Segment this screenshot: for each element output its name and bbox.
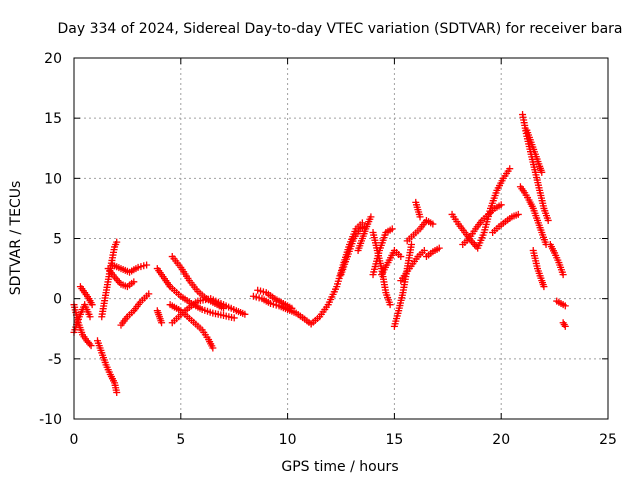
data-point [561, 322, 569, 330]
data-point [388, 225, 396, 233]
data-point [145, 290, 153, 298]
y-tick-label: 10 [44, 171, 62, 187]
data-point [397, 253, 405, 261]
data-point [407, 241, 415, 249]
data-point [367, 213, 375, 221]
data-point [416, 213, 424, 221]
data-point [420, 247, 428, 255]
y-tick-label: 20 [44, 51, 62, 67]
x-tick-label: 0 [70, 432, 79, 448]
data-point [113, 389, 121, 397]
x-tick-label: 5 [176, 432, 185, 448]
data-point [230, 314, 238, 322]
y-axis-label: SDTVAR / TECUs [8, 181, 24, 296]
chart-title: Day 334 of 2024, Sidereal Day-to-day VTE… [57, 21, 622, 37]
y-tick-label: 5 [53, 232, 62, 248]
data-point [514, 210, 522, 218]
data-point [158, 319, 166, 327]
x-tick-label: 15 [385, 432, 403, 448]
data-point [130, 278, 138, 286]
data-point [288, 304, 296, 312]
data-point [386, 301, 394, 309]
data-point [497, 201, 505, 209]
data-point [86, 313, 94, 321]
data-point [540, 283, 548, 291]
x-axis-label: GPS time / hours [281, 459, 398, 475]
x-tick-label: 25 [599, 432, 617, 448]
data-point [435, 244, 443, 252]
axis-ticks: 0 5 10 15 20 25 -10 -5 0 5 10 15 20 [39, 51, 617, 448]
data-point [241, 310, 249, 318]
data-point [544, 216, 552, 224]
data-point [113, 238, 121, 246]
x-tick-label: 20 [492, 432, 510, 448]
data-point [88, 301, 96, 309]
y-tick-label: -10 [39, 412, 62, 428]
grid-lines [74, 58, 608, 419]
data-point [429, 220, 437, 228]
data-point [87, 342, 95, 350]
data-point [143, 261, 151, 269]
data-point [559, 271, 567, 279]
data-point [561, 302, 569, 310]
data-marks [70, 111, 569, 397]
y-tick-label: -5 [48, 352, 62, 368]
data-point [209, 344, 217, 352]
y-tick-label: 15 [44, 111, 62, 127]
data-point [506, 165, 514, 173]
y-tick-label: 0 [53, 292, 62, 308]
data-point [86, 340, 94, 348]
data-point [538, 168, 546, 176]
x-tick-label: 10 [279, 432, 297, 448]
